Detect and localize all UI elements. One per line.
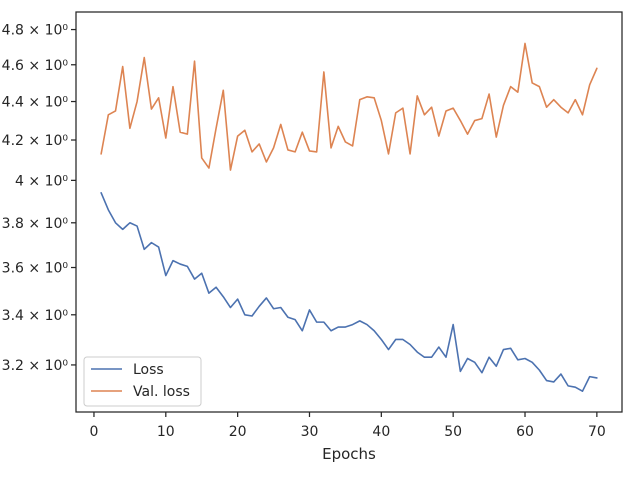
legend-label-val-loss: Val. loss	[133, 384, 190, 400]
series-line-val-loss	[100, 42, 598, 171]
x-tick-label: 70	[588, 424, 606, 440]
plot-frame	[75, 11, 623, 413]
legend-label-loss: Loss	[133, 362, 164, 378]
y-tick-label: 4.8 × 10⁰	[2, 23, 69, 39]
x-tick-label: 50	[444, 424, 462, 440]
plot-marks	[100, 42, 598, 392]
x-tick-label: 20	[229, 424, 247, 440]
x-tick-label: 0	[89, 424, 98, 440]
y-tick-label: 4.2 × 10⁰	[2, 133, 69, 149]
x-tick-label: 30	[301, 424, 319, 440]
series-line-loss	[100, 192, 598, 392]
y-tick-label: 3.6 × 10⁰	[2, 261, 69, 277]
x-tick-label: 40	[372, 424, 390, 440]
y-tick-label: 4.4 × 10⁰	[2, 95, 69, 111]
legend: Loss Val. loss	[83, 356, 202, 407]
y-tick-label: 4 × 10⁰	[15, 173, 68, 189]
y-tick-label: 3.8 × 10⁰	[2, 216, 69, 232]
y-tick-label: 3.4 × 10⁰	[2, 308, 69, 324]
x-axis-ticks: 0 10 20 30 40 50 60 70	[89, 412, 606, 440]
y-tick-label: 4.6 × 10⁰	[2, 58, 69, 74]
x-axis-label: Epochs	[322, 445, 376, 463]
y-tick-label: 3.2 × 10⁰	[2, 358, 69, 374]
x-tick-label: 60	[516, 424, 534, 440]
x-tick-label: 10	[157, 424, 175, 440]
y-axis-ticks: 3.2 × 10⁰ 3.4 × 10⁰ 3.6 × 10⁰ 3.8 × 10⁰ 4 × …	[2, 23, 76, 374]
